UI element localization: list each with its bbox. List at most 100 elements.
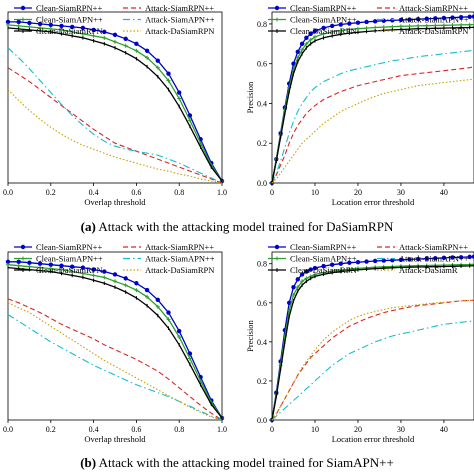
data-point <box>155 58 160 63</box>
data-point <box>123 283 128 288</box>
x-tick-label: 0.0 <box>3 425 13 434</box>
data-point <box>123 43 128 48</box>
caption-a-text: Attack with the attacking model trained … <box>98 219 394 234</box>
legend-label: Clean-SiamAPN++ <box>36 15 103 25</box>
series-Attack-SiamRPN++ <box>271 299 474 421</box>
data-point <box>433 16 438 21</box>
data-point <box>321 31 326 36</box>
series-line <box>271 320 474 421</box>
data-point <box>5 259 11 264</box>
data-point <box>134 41 139 47</box>
data-point <box>70 29 75 34</box>
data-point <box>381 258 386 263</box>
data-point <box>91 33 96 38</box>
data-point <box>113 39 117 44</box>
x-tick-label: 0.8 <box>174 425 184 434</box>
x-tick-label: 20 <box>354 188 362 197</box>
plot-frame <box>271 251 474 421</box>
data-point <box>177 334 182 339</box>
data-point <box>390 18 395 23</box>
y-tick-label: 0.6 <box>257 60 267 69</box>
data-point <box>308 31 313 37</box>
data-point <box>458 14 464 20</box>
data-point <box>450 15 455 20</box>
series-Clean-DaSiamRPN <box>7 26 223 183</box>
data-point <box>415 16 421 22</box>
legend-label: Clean-SiamRPN++ <box>36 3 102 13</box>
legend-label: Attack-SiamRPN++ <box>399 3 468 13</box>
legend-label: Clean-SiamRPN++ <box>290 242 356 252</box>
x-tick-label: 40 <box>440 188 448 197</box>
legend: Clean-SiamRPN++ Attack-SiamRPN++ Clean-Sia… <box>14 3 215 36</box>
caption-a: (a) Attack with the attacking model trai… <box>0 219 474 235</box>
legend-label: Attack-DaSiamRPN <box>145 26 214 36</box>
data-point <box>166 317 171 322</box>
chart-b-success: 0.0 0.2 0.4 0.6 0.8 1.0 Overlap threshold Clean… <box>3 242 227 444</box>
series-line <box>7 298 223 421</box>
data-point <box>304 35 309 41</box>
x-axis-label: Overlap threshold <box>84 434 146 444</box>
data-point <box>295 55 300 60</box>
legend-marker <box>21 256 25 261</box>
x-tick-label: 30 <box>397 425 405 434</box>
series-line <box>8 261 223 419</box>
x-tick-label: 30 <box>397 188 405 197</box>
data-point <box>330 29 335 34</box>
data-point <box>16 259 21 264</box>
data-point <box>102 275 107 280</box>
y-tick-label: 0.8 <box>257 260 267 269</box>
legend-label: Attack-SiamRPN++ <box>399 242 468 252</box>
legend: Clean-SiamRPN++ Attack-SiamRPN++ Clean-Sia… <box>268 242 469 275</box>
series-Attack-SiamAPN++ <box>271 49 474 184</box>
data-point <box>59 23 64 29</box>
data-point <box>467 14 472 19</box>
data-point <box>144 287 150 293</box>
series-line <box>271 15 474 184</box>
x-tick-label: 20 <box>354 425 362 434</box>
series-Attack-DaSiamR <box>271 299 474 421</box>
series-Clean-SiamAPN++ <box>6 22 224 184</box>
data-point <box>381 25 386 30</box>
y-tick-label: 0.4 <box>257 338 267 347</box>
data-point <box>91 27 96 33</box>
legend-label: Clean-SiamAPN++ <box>36 254 103 264</box>
data-point <box>398 24 403 29</box>
x-axis-label: Overlap threshold <box>84 197 146 207</box>
data-point <box>37 261 43 266</box>
data-point <box>295 285 300 290</box>
x-tick-label: 0.6 <box>131 188 141 197</box>
legend-label: Attack-DaSiamR <box>399 265 458 275</box>
data-point <box>424 256 429 261</box>
data-point <box>91 267 96 272</box>
legend-label: Attack-DaSiamRPN <box>399 26 468 36</box>
series-Attack-SiamAPN++ <box>7 314 223 421</box>
chart-a-precision: 0 10 20 30 40 0.0 0.2 0.4 0.6 0.8 Location error t… <box>245 3 474 207</box>
caption-a-tag: (a) <box>80 219 96 234</box>
data-point <box>458 255 464 260</box>
series-Clean-SiamRPN++ <box>269 14 474 186</box>
x-axis-label: Location error threshold <box>332 434 415 444</box>
data-point <box>70 24 75 30</box>
data-point <box>27 20 32 26</box>
y-tick-label: 0.8 <box>257 20 267 29</box>
x-tick-label: 0.2 <box>46 188 56 197</box>
data-point <box>155 297 160 303</box>
data-point <box>433 256 438 261</box>
data-point <box>300 47 305 52</box>
data-point <box>102 35 107 40</box>
data-point <box>407 17 412 22</box>
series-line <box>7 302 223 421</box>
data-point <box>145 294 150 299</box>
legend-label: Attack-SiamRPN++ <box>145 242 214 252</box>
series-line <box>271 26 474 184</box>
legend-label: Clean-SiamRPN++ <box>36 242 102 252</box>
data-point <box>355 259 361 265</box>
data-point <box>295 277 300 282</box>
x-axis-label: Location error threshold <box>332 197 415 207</box>
data-point <box>364 26 369 31</box>
x-tick-label: 0.4 <box>89 425 99 434</box>
legend-label: Clean-SiamRPN++ <box>290 3 356 13</box>
data-point <box>355 26 360 31</box>
series-line <box>271 299 474 421</box>
series-Attack-SiamRPN++ <box>271 66 474 184</box>
